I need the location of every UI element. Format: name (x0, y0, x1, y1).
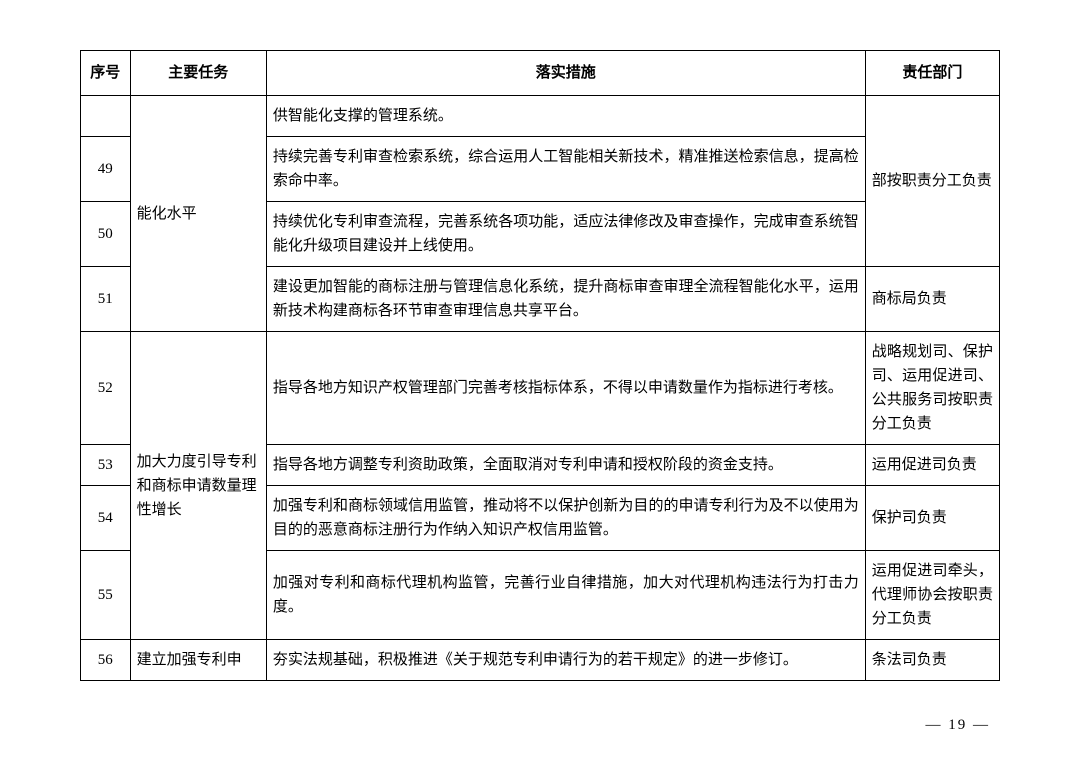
cell-dept: 保护司负责 (865, 486, 999, 551)
cell-measure: 建设更加智能的商标注册与管理信息化系统，提升商标审查审理全流程智能化水平，运用新… (266, 267, 865, 332)
cell-measure: 指导各地方知识产权管理部门完善考核指标体系，不得以申请数量作为指标进行考核。 (266, 332, 865, 445)
cell-measure: 供智能化支撑的管理系统。 (266, 96, 865, 137)
cell-dept: 部按职责分工负责 (865, 96, 999, 267)
cell-task: 建立加强专利申 (130, 640, 266, 681)
table-body: 能化水平 供智能化支撑的管理系统。 部按职责分工负责 49 持续完善专利审查检索… (81, 96, 1000, 681)
table-header: 序号 主要任务 落实措施 责任部门 (81, 51, 1000, 96)
cell-measure: 夯实法规基础，积极推进《关于规范专利申请行为的若干规定》的进一步修订。 (266, 640, 865, 681)
cell-dept: 条法司负责 (865, 640, 999, 681)
table-row: 56 建立加强专利申 夯实法规基础，积极推进《关于规范专利申请行为的若干规定》的… (81, 640, 1000, 681)
cell-measure: 加强对专利和商标代理机构监管，完善行业自律措施，加大对代理机构违法行为打击力度。 (266, 551, 865, 640)
cell-seq: 56 (81, 640, 131, 681)
cell-measure: 加强专利和商标领域信用监管，推动将不以保护创新为目的的申请专利行为及不以使用为目… (266, 486, 865, 551)
cell-seq: 52 (81, 332, 131, 445)
cell-seq: 50 (81, 202, 131, 267)
header-seq: 序号 (81, 51, 131, 96)
cell-dept: 商标局负责 (865, 267, 999, 332)
cell-measure: 持续完善专利审查检索系统，综合运用人工智能相关新技术，精准推送检索信息，提高检索… (266, 137, 865, 202)
cell-dept: 运用促进司负责 (865, 445, 999, 486)
cell-seq: 55 (81, 551, 131, 640)
table-row: 能化水平 供智能化支撑的管理系统。 部按职责分工负责 (81, 96, 1000, 137)
cell-seq: 51 (81, 267, 131, 332)
cell-dept: 运用促进司牵头，代理师协会按职责分工负责 (865, 551, 999, 640)
cell-task: 加大力度引导专利和商标申请数量理性增长 (130, 332, 266, 640)
header-measure: 落实措施 (266, 51, 865, 96)
document-table: 序号 主要任务 落实措施 责任部门 能化水平 供智能化支撑的管理系统。 部按职责… (80, 50, 1000, 681)
cell-dept: 战略规划司、保护司、运用促进司、公共服务司按职责分工负责 (865, 332, 999, 445)
cell-seq: 49 (81, 137, 131, 202)
page-number: — 19 — (926, 717, 991, 734)
cell-seq (81, 96, 131, 137)
header-dept: 责任部门 (865, 51, 999, 96)
header-row: 序号 主要任务 落实措施 责任部门 (81, 51, 1000, 96)
cell-measure: 指导各地方调整专利资助政策，全面取消对专利申请和授权阶段的资金支持。 (266, 445, 865, 486)
cell-task: 能化水平 (130, 96, 266, 332)
header-task: 主要任务 (130, 51, 266, 96)
cell-seq: 53 (81, 445, 131, 486)
table-row: 52 加大力度引导专利和商标申请数量理性增长 指导各地方知识产权管理部门完善考核… (81, 332, 1000, 445)
cell-seq: 54 (81, 486, 131, 551)
cell-measure: 持续优化专利审查流程，完善系统各项功能，适应法律修改及审查操作，完成审查系统智能… (266, 202, 865, 267)
